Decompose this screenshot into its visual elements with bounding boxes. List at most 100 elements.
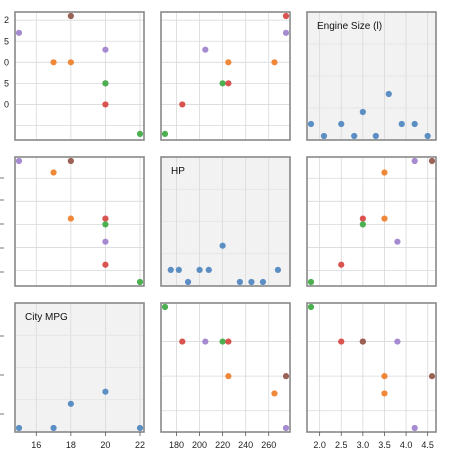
- variable-label: Engine Size (l): [317, 21, 382, 32]
- data-point: [394, 338, 401, 345]
- panel-background: [161, 303, 290, 432]
- data-point: [202, 338, 209, 345]
- x-tick-label: 260: [261, 440, 276, 450]
- data-point: [15, 424, 23, 432]
- data-point: [381, 373, 388, 380]
- data-point: [102, 261, 109, 268]
- data-point: [202, 46, 209, 53]
- data-point: [428, 373, 436, 380]
- data-point: [282, 29, 290, 36]
- variable-label: HP: [171, 166, 185, 177]
- data-point: [372, 132, 379, 140]
- panel-background: [15, 12, 144, 140]
- data-point: [67, 157, 74, 165]
- data-point: [411, 424, 418, 432]
- data-point: [236, 278, 244, 286]
- data-point: [102, 388, 109, 395]
- data-point: [282, 12, 290, 20]
- panel-frame: [306, 11, 437, 141]
- data-point: [359, 338, 366, 345]
- data-point: [225, 80, 232, 87]
- data-point: [205, 266, 212, 273]
- data-point: [179, 338, 186, 345]
- data-point: [136, 130, 144, 137]
- y-tick-label: 2: [4, 15, 9, 25]
- data-point: [351, 132, 358, 140]
- panel-r1-c2: [306, 156, 437, 287]
- data-point: [67, 400, 74, 407]
- data-point: [359, 215, 366, 222]
- data-point: [167, 266, 174, 273]
- panel-r1-c1: HP: [160, 156, 291, 287]
- x-tick-label: 18: [66, 440, 76, 450]
- x-tick-label: 4.0: [400, 440, 413, 450]
- data-point: [359, 221, 366, 228]
- data-point: [50, 424, 57, 432]
- data-point: [102, 221, 109, 228]
- data-point: [338, 120, 345, 128]
- x-tick-label: 180: [169, 440, 184, 450]
- data-point: [274, 266, 282, 273]
- data-point: [161, 130, 169, 137]
- data-point: [175, 266, 182, 273]
- data-point: [219, 80, 226, 87]
- data-point: [102, 215, 109, 222]
- data-point: [381, 215, 388, 222]
- y-tick-label: 5: [4, 36, 9, 46]
- y-tick-label: 0: [4, 57, 9, 67]
- data-point: [259, 278, 267, 286]
- panel-frame: [306, 302, 437, 433]
- data-point: [184, 278, 192, 286]
- x-tick-label: 2.5: [335, 440, 348, 450]
- data-point: [282, 424, 290, 432]
- data-point: [338, 261, 345, 268]
- data-point: [225, 338, 232, 345]
- data-point: [50, 169, 57, 176]
- data-point: [271, 390, 278, 397]
- x-tick-label: 16: [31, 440, 41, 450]
- data-point: [67, 59, 74, 66]
- data-point: [359, 108, 366, 116]
- data-point: [248, 278, 255, 286]
- panel-r0-c2: Engine Size (l): [306, 11, 437, 141]
- data-point: [219, 338, 226, 345]
- data-point: [307, 278, 315, 286]
- data-point: [385, 90, 392, 98]
- data-point: [398, 120, 405, 128]
- x-tick-label: 240: [238, 440, 253, 450]
- data-point: [102, 46, 109, 53]
- panel-frame: [160, 156, 291, 287]
- data-point: [67, 215, 74, 222]
- data-point: [102, 80, 109, 87]
- variable-label: City MPG: [25, 312, 68, 323]
- data-point: [136, 424, 144, 432]
- panel-background: [15, 157, 144, 286]
- x-tick-label: 3.0: [357, 440, 370, 450]
- y-tick-label: 5: [4, 78, 9, 88]
- x-tick-label: 4.5: [421, 440, 434, 450]
- x-tick-label: 3.5: [378, 440, 391, 450]
- data-point: [15, 157, 23, 165]
- panel-r0-c0: 2 5 0 5 0: [4, 11, 145, 141]
- data-point: [136, 278, 144, 286]
- data-point: [411, 157, 418, 165]
- data-point: [271, 59, 278, 66]
- panel-frame: [306, 156, 437, 287]
- panel-background: [161, 12, 290, 140]
- panel-background: [307, 157, 436, 286]
- data-point: [225, 59, 232, 66]
- data-point: [102, 238, 109, 245]
- panel-r2-c0: City MPG 16 18 20 22: [14, 302, 145, 450]
- panel-background: [307, 303, 436, 432]
- panel-frame: [14, 11, 145, 141]
- data-point: [424, 132, 431, 140]
- x-tick-label: 2.0: [313, 440, 326, 450]
- data-point: [320, 132, 328, 140]
- data-point: [67, 12, 74, 20]
- panel-frame: [14, 302, 145, 433]
- data-point: [338, 338, 345, 345]
- data-point: [381, 169, 388, 176]
- data-point: [428, 157, 436, 165]
- panel-frame: [160, 11, 291, 141]
